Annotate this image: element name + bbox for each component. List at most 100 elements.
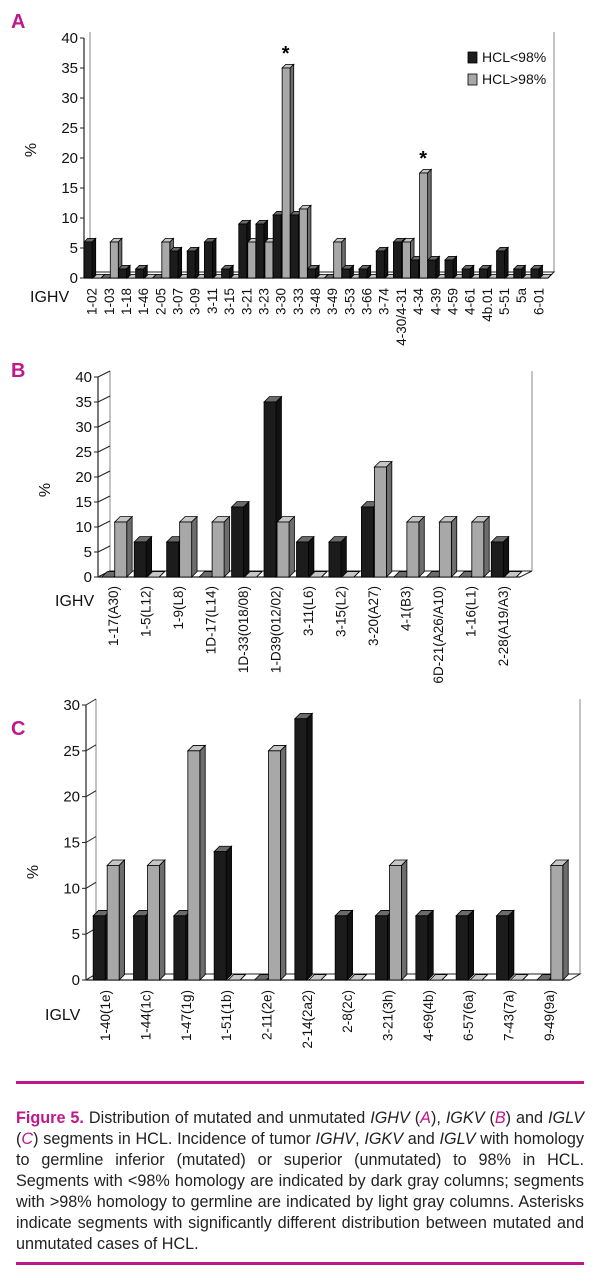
y-tick-label: 5 <box>70 240 78 257</box>
bar-side <box>435 255 440 279</box>
bar-side <box>199 744 206 981</box>
y-tick-label: 5 <box>84 544 92 561</box>
bar-side <box>427 909 434 981</box>
panel-letter: A <box>11 11 25 33</box>
bar <box>272 214 282 279</box>
caption-text: ) segments in HCL. Incidence of tumor <box>33 1130 316 1148</box>
bar-side <box>223 515 230 578</box>
y-tick-3d <box>97 370 111 378</box>
y-tick-label: 25 <box>63 743 80 760</box>
bar <box>406 521 420 578</box>
x-tick-label: 1-9(L8) <box>171 586 186 630</box>
y-tick-label: 15 <box>75 494 92 511</box>
bar <box>109 241 119 279</box>
bar <box>550 865 564 981</box>
bar-side <box>158 571 165 578</box>
x-tick-label: 3-21 <box>239 288 254 315</box>
y-tick-3d <box>85 698 97 706</box>
bar-side <box>191 515 198 578</box>
bar <box>169 250 179 279</box>
bar <box>133 915 146 981</box>
bar <box>471 521 485 578</box>
y-tick-label: 30 <box>75 419 92 436</box>
bar <box>374 466 387 578</box>
bar-side <box>211 237 217 279</box>
x-tick-label: 3-21(3h) <box>381 990 396 1041</box>
x-tick-label: 2-14(2a2) <box>300 990 315 1049</box>
x-tick-label: 4-1(B3) <box>398 586 413 631</box>
bar-side <box>547 274 552 279</box>
bar-side <box>145 535 152 578</box>
bar-side <box>386 460 393 578</box>
bar-side <box>502 535 510 578</box>
bar <box>341 268 351 279</box>
x-tick-label: 2-05 <box>153 288 168 315</box>
bar <box>334 915 348 981</box>
bar <box>513 268 523 279</box>
bar <box>530 268 540 279</box>
x-tick-label: 2-28(A19/A3) <box>496 586 511 666</box>
bar <box>179 521 193 578</box>
x-tick-label: 4-34 <box>411 288 426 316</box>
y-tick-label: 10 <box>75 519 92 536</box>
bar-side <box>225 845 232 981</box>
bar <box>221 268 230 279</box>
y-tick-label: 10 <box>61 210 78 227</box>
y-tick-label: 35 <box>75 394 92 411</box>
y-tick-label: 0 <box>72 972 80 989</box>
x-tick-label: 3-30 <box>274 288 289 315</box>
bar <box>166 541 180 578</box>
y-tick-3d <box>97 445 111 453</box>
y-axis-title: % <box>23 143 40 157</box>
x-tick-label: 3-66 <box>360 288 375 315</box>
panel-b: B 0 5 10 15 20 25 30 35 40% IGHV 1-17(A30) 1-5(L12) 1… <box>11 360 533 684</box>
bar-side <box>118 859 125 981</box>
x-tick-label: 3-74 <box>377 288 392 316</box>
caption-text: ( <box>16 1130 22 1148</box>
bar <box>211 521 225 578</box>
significance-asterisk: * <box>282 43 290 65</box>
bar <box>415 915 429 981</box>
panel-letter: C <box>11 718 25 740</box>
y-tick-label: 10 <box>63 880 80 897</box>
x-axis-title: IGLV <box>45 1007 81 1024</box>
bar <box>455 915 469 981</box>
y-tick-label: 40 <box>61 30 78 47</box>
bar <box>281 67 291 279</box>
bar-side <box>452 255 457 279</box>
bar <box>490 541 504 578</box>
x-tick-label: 3-48 <box>308 288 323 315</box>
bar <box>496 250 505 279</box>
y-tick-label: 20 <box>75 469 92 486</box>
bar <box>296 541 309 578</box>
y-tick-3d <box>97 495 111 503</box>
y-tick-3d <box>97 470 111 478</box>
bar <box>238 223 248 279</box>
x-tick-label: 3-33 <box>291 288 306 315</box>
bar <box>375 915 388 981</box>
bar <box>247 241 257 279</box>
legend-swatch <box>467 73 478 86</box>
y-tick-3d <box>85 881 97 889</box>
y-tick-label: 35 <box>61 60 78 77</box>
bar-side <box>306 712 313 981</box>
y-tick-3d <box>97 420 111 428</box>
x-tick-label: 1-51(1b) <box>219 990 234 1041</box>
bar <box>213 851 227 981</box>
bar <box>83 241 93 279</box>
y-tick-3d <box>97 395 111 403</box>
y-tick-label: 0 <box>70 270 78 287</box>
bar-side <box>177 246 183 279</box>
x-tick-label: 3-53 <box>342 288 357 315</box>
x-tick-label: 1-46 <box>136 288 151 315</box>
bar <box>478 268 488 279</box>
bar <box>173 915 187 981</box>
y-tick-label: 20 <box>61 150 78 167</box>
x-tick-label: 6-57(6a) <box>461 990 476 1041</box>
bar <box>186 250 196 279</box>
bar <box>328 541 342 578</box>
caption-top-rule <box>16 1081 584 1084</box>
caption-text: Distribution of mutated and unmutated <box>83 1109 371 1127</box>
